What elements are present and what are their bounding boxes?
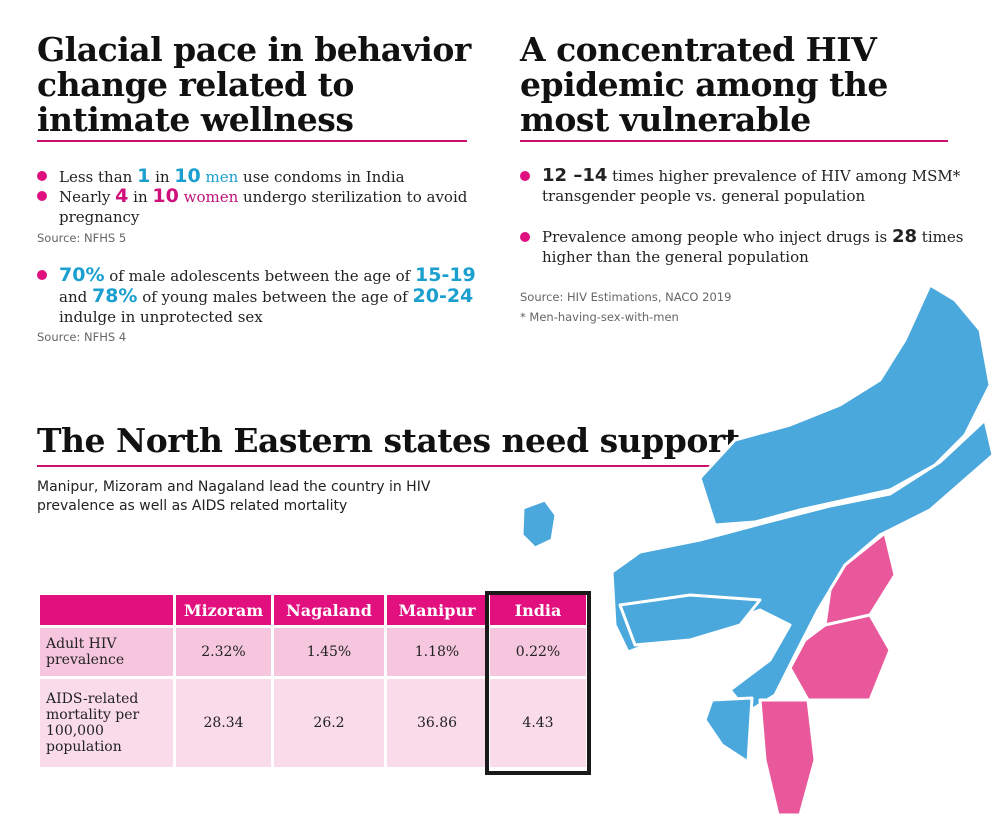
cell: 4.43 — [490, 679, 586, 767]
bullet-drugs: Prevalence among people who inject drugs… — [520, 227, 982, 267]
ne-subtitle: Manipur, Mizoram and Nagaland lead the c… — [37, 479, 431, 514]
cell: 36.86 — [387, 679, 487, 767]
header-manipur: Manipur — [387, 595, 487, 625]
table-row: AIDS-related mortality per 100,000 popul… — [40, 679, 586, 767]
divider — [37, 140, 467, 142]
cell: 0.22% — [490, 628, 586, 676]
header-nagaland: Nagaland — [274, 595, 384, 625]
table-header-row: Mizoram Nagaland Manipur India — [40, 595, 586, 625]
cell: 28.34 — [176, 679, 271, 767]
row-label: AIDS-related mortality per 100,000 popul… — [40, 679, 173, 767]
header-india: India — [490, 595, 586, 625]
cell: 1.45% — [274, 628, 384, 676]
map-tripura — [703, 696, 754, 764]
title-line: A concentrated HIV — [520, 30, 877, 69]
title-line: intimate wellness — [37, 100, 354, 139]
title-line: Glacial pace in behavior — [37, 30, 471, 69]
right-title: A concentrated HIV epidemic among the mo… — [520, 32, 888, 137]
divider — [520, 140, 948, 142]
table-row: Adult HIV prevalence 2.32% 1.45% 1.18% 0… — [40, 628, 586, 676]
cell: 2.32% — [176, 628, 271, 676]
title-line: change related to — [37, 65, 354, 104]
hiv-stats-table: Mizoram Nagaland Manipur India Adult HIV… — [37, 592, 589, 770]
row-label: Adult HIV prevalence — [40, 628, 173, 676]
left-title: Glacial pace in behavior change related … — [37, 32, 471, 137]
source-nfhs5: Source: NFHS 5 — [37, 231, 127, 245]
map-meghalaya — [618, 593, 762, 647]
ne-title: The North Eastern states need support — [37, 421, 740, 460]
map-manipur — [788, 613, 892, 702]
title-line: epidemic among the — [520, 65, 888, 104]
footnote: * Men-having-sex-with-men — [520, 310, 679, 324]
cell: 26.2 — [274, 679, 384, 767]
source-naco: Source: HIV Estimations, NACO 2019 — [520, 290, 732, 304]
bullet-condoms: Less than 1 in 10 men use condoms in Ind… — [37, 166, 489, 187]
bullet-sterilization: Nearly 4 in 10 women undergo sterilizati… — [37, 186, 489, 227]
map-sikkim — [520, 498, 558, 550]
source-nfhs4: Source: NFHS 4 — [37, 330, 127, 344]
header-mizoram: Mizoram — [176, 595, 271, 625]
header-blank — [40, 595, 173, 625]
bullet-msm: 12 –14 times higher prevalence of HIV am… — [520, 166, 982, 206]
cell: 1.18% — [387, 628, 487, 676]
map-mizoram — [758, 698, 817, 817]
title-line: most vulnerable — [520, 100, 811, 139]
map-arunachal — [698, 283, 992, 527]
divider — [37, 465, 717, 467]
bullet-unprotected-sex: 70% of male adolescents between the age … — [37, 265, 499, 327]
